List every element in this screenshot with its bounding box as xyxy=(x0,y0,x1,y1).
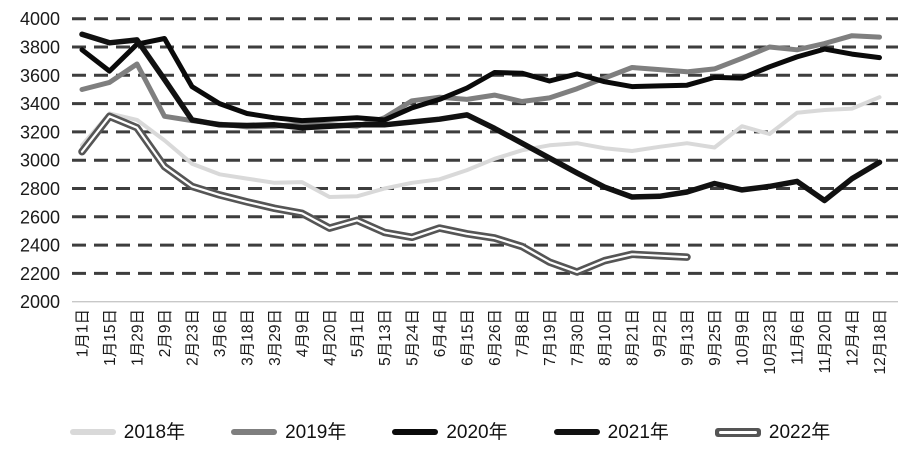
x-axis-label: 9月2日 xyxy=(652,309,669,357)
x-axis-label: 1月29日 xyxy=(129,309,146,366)
legend-label: 2018年 xyxy=(123,421,186,443)
x-axis-label: 11月6日 xyxy=(789,309,806,365)
x-axis-label: 7月19日 xyxy=(542,309,559,366)
series-line-2021年 xyxy=(79,31,883,204)
x-axis-label: 3月18日 xyxy=(239,309,256,366)
x-axis-label: 9月13日 xyxy=(679,309,696,366)
y-axis-label: 2000 xyxy=(20,292,60,312)
x-axis-label: 6月15日 xyxy=(459,309,476,366)
x-axis-label: 1月1日 xyxy=(74,309,91,357)
x-axis-label: 2月23日 xyxy=(184,309,201,366)
series-line-core-2022年 xyxy=(80,115,689,274)
x-axis-label: 3月6日 xyxy=(212,309,229,357)
legend-marker-2019年 xyxy=(231,429,278,435)
legend-label: 2021年 xyxy=(607,421,669,443)
x-axis-label: 10月23日 xyxy=(762,309,779,374)
chart-legend: 2018年 2019年 2020年 2021年 2022年 xyxy=(0,413,900,451)
y-axis-label: 3200 xyxy=(20,122,60,142)
x-axis-label: 8月10日 xyxy=(597,309,614,366)
legend-item-2021年: 2021年 xyxy=(553,421,669,443)
y-axis-label: 2200 xyxy=(20,264,60,284)
legend-marker-2022年 xyxy=(714,427,761,437)
y-axis-label: 2400 xyxy=(20,236,60,256)
x-axis-label: 7月8日 xyxy=(514,309,531,357)
x-axis-label: 6月4日 xyxy=(432,309,449,357)
x-axis-label: 4月9日 xyxy=(294,309,311,357)
y-axis-label: 3000 xyxy=(20,151,60,171)
legend-label: 2022年 xyxy=(768,421,831,443)
y-axis-label: 3400 xyxy=(20,94,60,114)
legend-item-2020年: 2020年 xyxy=(392,421,508,443)
y-axis-label: 3600 xyxy=(20,66,60,86)
x-axis-label: 12月4日 xyxy=(844,309,861,366)
y-axis-label: 2600 xyxy=(20,207,60,227)
x-axis-label: 10月9日 xyxy=(734,309,751,366)
legend-label: 2020年 xyxy=(446,421,508,443)
y-axis-label: 2800 xyxy=(20,179,60,199)
x-axis-label: 5月1日 xyxy=(349,309,366,357)
x-axis-label: 3月29日 xyxy=(267,309,284,366)
x-axis-label: 1月15日 xyxy=(102,309,119,366)
x-axis-label: 8月21日 xyxy=(624,309,641,366)
y-axis-label: 4000 xyxy=(20,9,60,29)
y-axis-label: 3800 xyxy=(20,38,60,58)
x-axis-label: 9月25日 xyxy=(707,309,724,366)
legend-item-2018年: 2018年 xyxy=(69,421,186,443)
x-axis-label: 5月13日 xyxy=(377,309,394,366)
series-line-2022年 xyxy=(78,112,691,276)
x-axis-label: 11月20日 xyxy=(817,309,834,373)
x-axis-label: 12月18日 xyxy=(872,309,889,374)
x-axis-label: 2月9日 xyxy=(157,309,174,357)
x-axis-label: 5月24日 xyxy=(404,309,421,366)
legend-item-2019年: 2019年 xyxy=(231,423,346,442)
x-axis-label: 6月26日 xyxy=(487,309,504,366)
legend-marker-2020年 xyxy=(392,429,439,435)
legend-item-2022年: 2022年 xyxy=(714,421,831,443)
legend-label: 2019年 xyxy=(285,421,347,443)
legend-marker-2018年 xyxy=(69,429,116,435)
legend-marker-2021年 xyxy=(553,429,600,435)
legend-marker-core xyxy=(718,430,757,434)
x-axis-label: 7月30日 xyxy=(569,309,586,366)
series-line-2020年 xyxy=(79,36,882,124)
x-axis-label: 4月20日 xyxy=(322,309,339,366)
series-line-2018年 xyxy=(80,95,882,199)
